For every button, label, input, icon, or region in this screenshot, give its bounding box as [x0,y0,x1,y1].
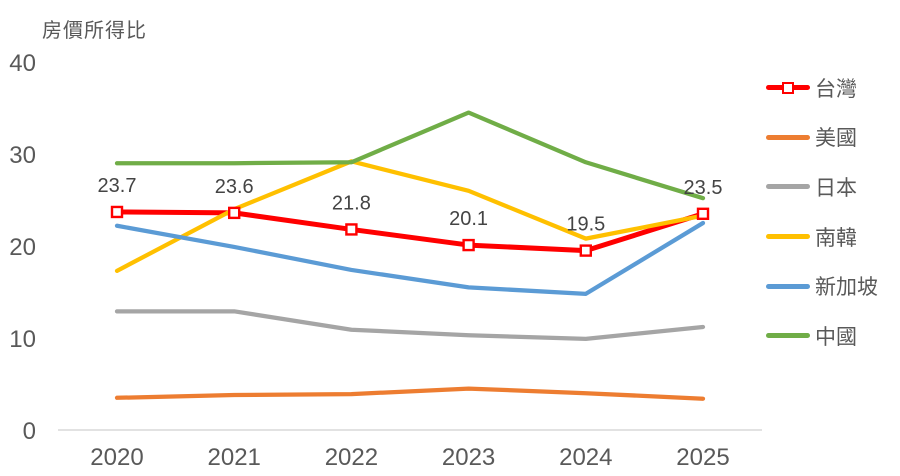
legend-swatch-icon [766,184,810,190]
legend-item-3: 南韓 [766,212,878,262]
data-label: 23.5 [684,177,723,199]
series-line-0 [114,209,706,254]
legend-item-5: 中國 [766,311,878,361]
legend-swatch-icon [766,333,810,339]
data-label: 23.7 [98,175,137,197]
x-tick-label: 2023 [442,444,495,471]
series-point-marker [462,238,475,252]
series-point-marker [110,205,124,219]
legend-label: 台灣 [815,77,857,101]
legend-label: 美國 [815,127,857,151]
legend-swatch-icon [766,134,810,140]
legend-marker-icon [782,81,794,94]
series-line-5 [114,110,706,201]
x-tick-label: 2021 [208,444,261,471]
y-tick-label: 20 [9,234,36,261]
data-label: 20.1 [449,208,488,230]
series-line-3 [114,159,706,273]
legend-label: 中國 [815,325,857,349]
legend-item-2: 日本 [766,162,878,212]
legend-swatch-icon [766,81,810,94]
legend-label: 日本 [815,176,857,200]
legend-item-4: 新加坡 [766,261,878,311]
data-label: 23.6 [215,176,254,198]
y-tick-label: 0 [23,418,36,445]
chart-legend: 台灣美國日本南韓新加坡中國 [766,63,878,361]
x-tick-label: 2025 [676,444,729,471]
x-tick-label: 2020 [90,444,143,471]
series-point-marker [579,244,592,257]
series-point-marker [345,223,358,236]
x-tick-label: 2024 [559,444,612,471]
legend-label: 新加坡 [815,276,878,300]
y-tick-label: 40 [9,50,36,77]
series-point-marker [696,207,710,221]
legend-item-1: 美國 [766,113,878,163]
series-point-marker [227,206,241,220]
series-line-2 [114,309,706,342]
data-label: 21.8 [332,192,371,214]
y-tick-label: 10 [9,326,36,353]
x-tick-label: 2022 [325,444,378,471]
legend-swatch-icon [766,283,810,289]
legend-item-0: 台灣 [766,63,878,113]
y-tick-label: 30 [9,142,36,169]
chart-title: 房價所得比 [42,20,147,42]
series-line-1 [114,386,706,401]
series-line-4 [114,220,706,296]
legend-swatch-icon [766,234,810,240]
legend-label: 南韓 [815,226,857,250]
data-label: 19.5 [566,214,605,236]
